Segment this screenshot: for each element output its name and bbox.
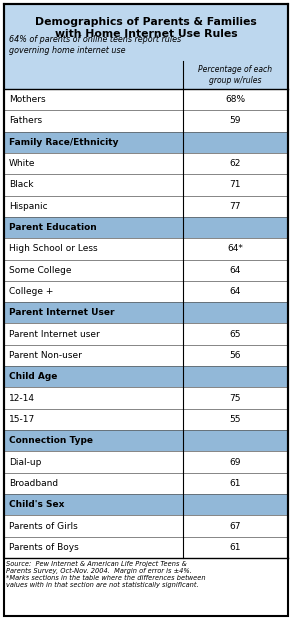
- Text: Connection Type: Connection Type: [9, 436, 93, 445]
- Text: 56: 56: [230, 351, 241, 360]
- Text: Source:  Pew Internet & American Life Project Teens &
Parents Survey, Oct-Nov. 2: Source: Pew Internet & American Life Pro…: [6, 561, 206, 588]
- Bar: [4, 174, 288, 195]
- Text: Some College: Some College: [9, 266, 72, 275]
- Text: 62: 62: [230, 159, 241, 168]
- Bar: [4, 494, 288, 515]
- Text: 67: 67: [230, 521, 241, 531]
- Text: 64*: 64*: [227, 244, 244, 254]
- Text: Percentage of each
group w/rules: Percentage of each group w/rules: [198, 65, 272, 85]
- Text: 55: 55: [230, 415, 241, 424]
- Text: 64: 64: [230, 287, 241, 296]
- Text: 12-14: 12-14: [9, 394, 35, 402]
- Text: White: White: [9, 159, 36, 168]
- Text: 59: 59: [230, 117, 241, 125]
- Text: 68%: 68%: [225, 95, 246, 104]
- Text: Child Age: Child Age: [9, 372, 57, 381]
- Text: 61: 61: [230, 543, 241, 552]
- Bar: [4, 388, 288, 409]
- Bar: [4, 366, 288, 388]
- Bar: [4, 110, 288, 131]
- Text: 61: 61: [230, 479, 241, 488]
- Bar: [4, 537, 288, 558]
- Bar: [4, 153, 288, 174]
- Bar: [4, 345, 288, 366]
- Text: Demographics of Parents & Families
with Home Internet Use Rules: Demographics of Parents & Families with …: [35, 17, 257, 38]
- Text: High School or Less: High School or Less: [9, 244, 98, 254]
- Bar: [4, 4, 288, 61]
- Text: 71: 71: [230, 180, 241, 190]
- Text: Mothers: Mothers: [9, 95, 46, 104]
- Text: Parent Non-user: Parent Non-user: [9, 351, 82, 360]
- Text: Parent Education: Parent Education: [9, 223, 97, 232]
- Text: Fathers: Fathers: [9, 117, 42, 125]
- Text: Family Race/Ethnicity: Family Race/Ethnicity: [9, 138, 119, 147]
- Text: Parents of Girls: Parents of Girls: [9, 521, 78, 531]
- Text: Hispanic: Hispanic: [9, 202, 48, 211]
- Bar: [4, 281, 288, 302]
- Text: Dial-up: Dial-up: [9, 458, 41, 467]
- Bar: [4, 302, 288, 324]
- Text: Black: Black: [9, 180, 34, 190]
- Text: Parent Internet user: Parent Internet user: [9, 330, 100, 339]
- Text: 65: 65: [230, 330, 241, 339]
- Text: 64: 64: [230, 266, 241, 275]
- Bar: [4, 409, 288, 430]
- Bar: [4, 238, 288, 260]
- Bar: [4, 515, 288, 537]
- Bar: [4, 61, 288, 89]
- Text: 69: 69: [230, 458, 241, 467]
- Bar: [4, 324, 288, 345]
- Text: Broadband: Broadband: [9, 479, 58, 488]
- Text: 15-17: 15-17: [9, 415, 35, 424]
- Text: 77: 77: [230, 202, 241, 211]
- Text: College +: College +: [9, 287, 53, 296]
- Bar: [4, 131, 288, 153]
- Text: 64% of parents of online teens report rules
governing home internet use: 64% of parents of online teens report ru…: [9, 35, 181, 55]
- Text: 75: 75: [230, 394, 241, 402]
- Text: Child's Sex: Child's Sex: [9, 500, 64, 509]
- Bar: [4, 260, 288, 281]
- Bar: [4, 217, 288, 238]
- Bar: [4, 430, 288, 451]
- Bar: [4, 195, 288, 217]
- Text: Parent Internet User: Parent Internet User: [9, 308, 114, 317]
- Bar: [4, 472, 288, 494]
- Bar: [4, 89, 288, 110]
- Bar: [4, 451, 288, 472]
- Text: Parents of Boys: Parents of Boys: [9, 543, 79, 552]
